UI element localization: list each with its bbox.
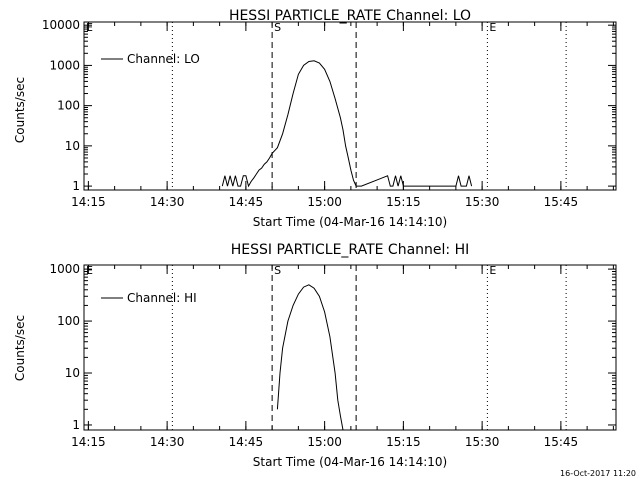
x-axis-label-hi: Start Time (04-Mar-16 14:14:10) [253, 455, 447, 469]
footer-timestamp: 16-Oct-2017 11:20 [560, 469, 636, 478]
y-axis-label-lo: Counts/sec [13, 77, 27, 143]
x-tick-label-hi: 15:15 [386, 435, 421, 449]
x-tick-label-lo: 15:30 [465, 195, 500, 209]
panel-lo: HESSI PARTICLE_RATE Channel: LO Counts/s… [13, 8, 617, 229]
x-tick-label-lo: 15:45 [544, 195, 579, 209]
marker-label-hi: S [274, 264, 281, 277]
legend-label-lo: Channel: LO [127, 52, 200, 66]
series-line-lo [221, 60, 473, 188]
x-tick-label-hi: 15:00 [307, 435, 342, 449]
y-tick-label-lo: 10 [65, 139, 80, 153]
chart-title-hi: HESSI PARTICLE_RATE Channel: HI [231, 242, 469, 258]
y-tick-label-hi: 1 [72, 418, 80, 432]
x-tick-label-hi: 15:30 [465, 435, 500, 449]
y-tick-label-lo: 1000 [49, 58, 80, 72]
y-tick-label-hi: 100 [57, 314, 80, 328]
x-axis-label-lo: Start Time (04-Mar-16 14:14:10) [253, 215, 447, 229]
x-tick-label-lo: 15:00 [307, 195, 342, 209]
x-tick-label-hi: 14:15 [71, 435, 106, 449]
legend-label-hi: Channel: HI [127, 291, 197, 305]
panel-hi: HESSI PARTICLE_RATE Channel: HI Counts/s… [13, 242, 617, 469]
chart-title-lo: HESSI PARTICLE_RATE Channel: LO [229, 8, 471, 24]
y-tick-label-hi: 1000 [49, 262, 80, 276]
y-tick-label-lo: 1 [72, 179, 80, 193]
marker-label-lo: S [274, 21, 281, 34]
plot-frame-hi [83, 264, 617, 431]
marker-label-hi: E [489, 264, 496, 277]
x-tick-label-lo: 14:45 [229, 195, 264, 209]
x-tick-label-hi: 15:45 [544, 435, 579, 449]
marker-label-lo: E [489, 21, 496, 34]
marker-label-hi: E [86, 264, 93, 277]
marker-label-lo: E [86, 21, 93, 34]
x-tick-label-lo: 14:15 [71, 195, 106, 209]
x-tick-label-lo: 15:15 [386, 195, 421, 209]
y-axis-label-hi: Counts/sec [13, 315, 27, 381]
series-line-hi [276, 284, 344, 431]
x-tick-label-hi: 14:30 [150, 435, 185, 449]
x-tick-label-lo: 14:30 [150, 195, 185, 209]
x-tick-label-hi: 14:45 [229, 435, 264, 449]
y-tick-label-lo: 100 [57, 99, 80, 113]
y-tick-label-lo: 10000 [42, 18, 80, 32]
y-tick-label-hi: 10 [65, 366, 80, 380]
